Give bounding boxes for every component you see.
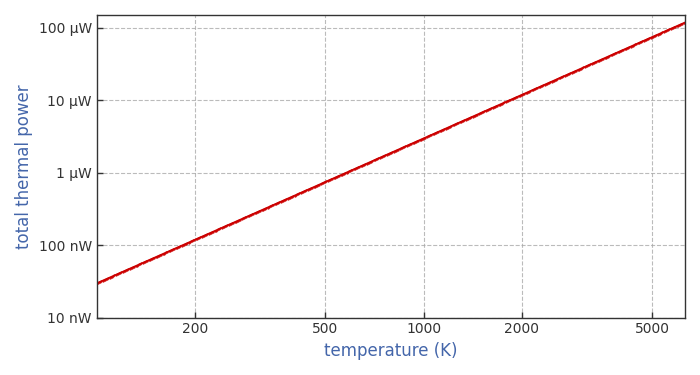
Y-axis label: total thermal power: total thermal power <box>15 84 33 249</box>
X-axis label: temperature (K): temperature (K) <box>324 342 458 360</box>
